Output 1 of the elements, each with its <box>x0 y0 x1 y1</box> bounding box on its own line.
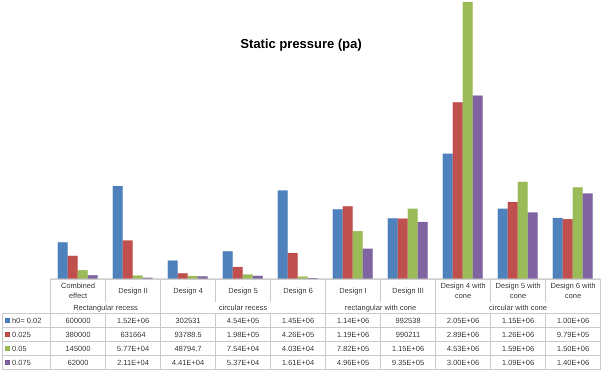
text: Static pressure (pa) <box>239 36 363 51</box>
